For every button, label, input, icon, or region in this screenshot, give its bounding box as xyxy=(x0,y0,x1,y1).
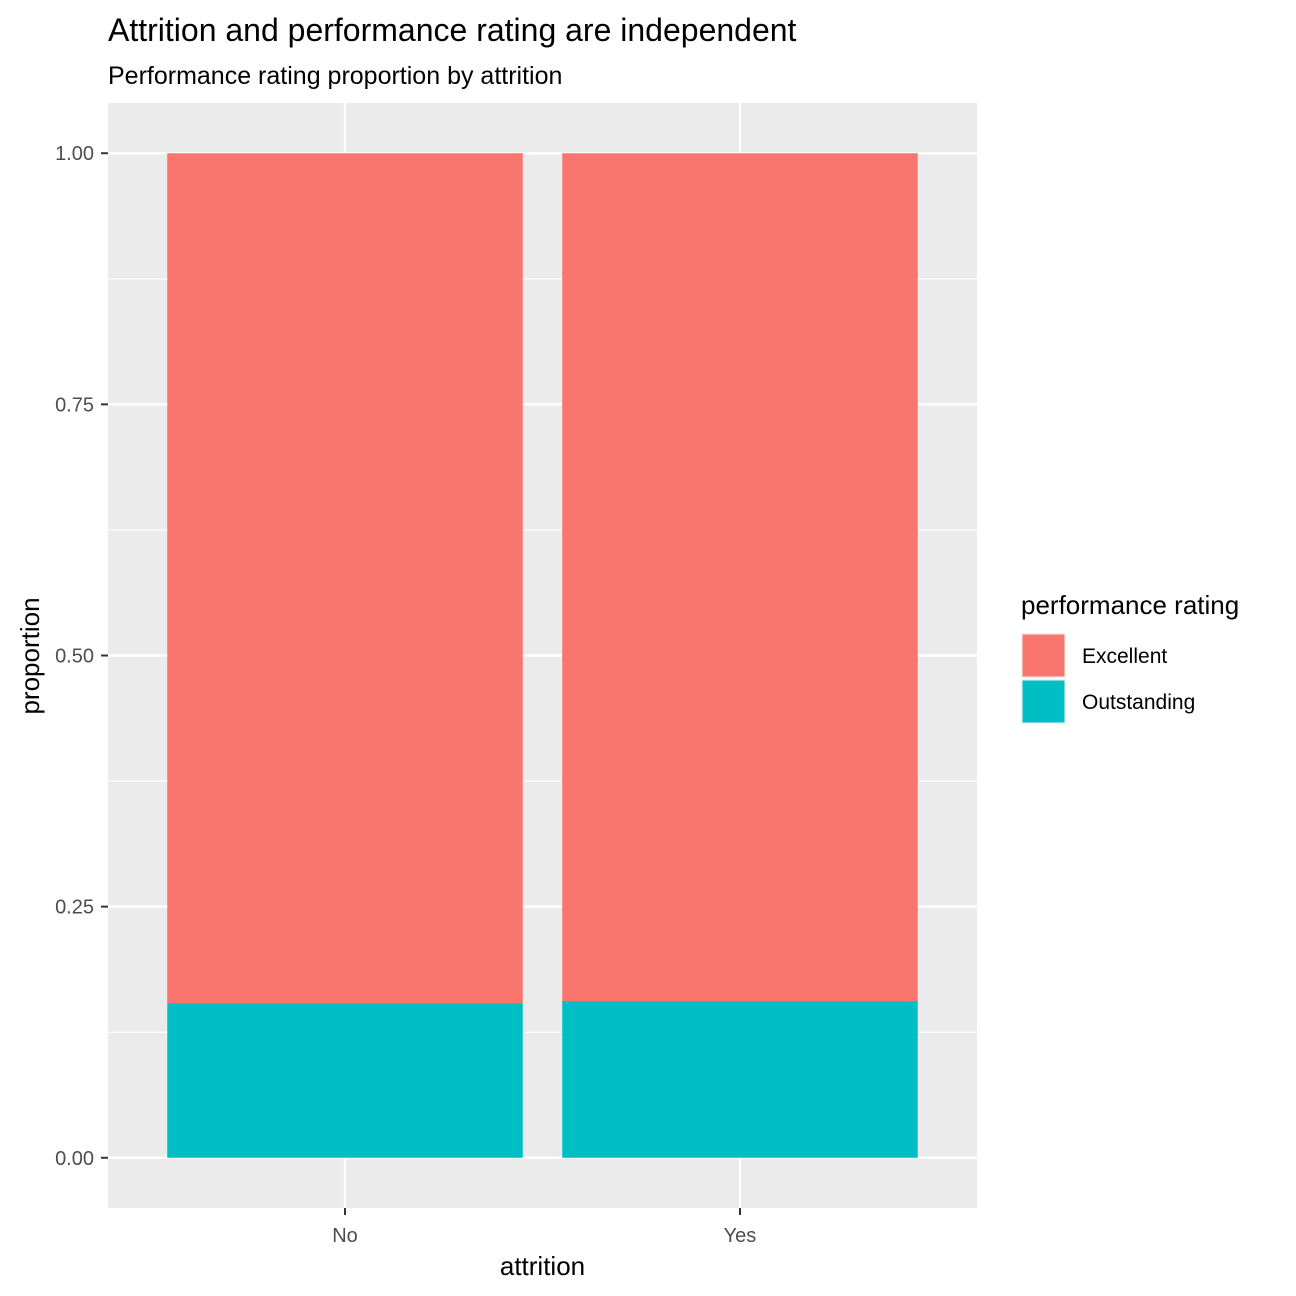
legend-swatch-outstanding xyxy=(1022,680,1065,723)
x-tick-label: No xyxy=(332,1225,358,1247)
y-tick-label: 1.00 xyxy=(55,143,94,165)
y-axis: 0.00 0.25 0.50 0.75 1.00 xyxy=(55,143,108,1170)
legend-label-excellent: Excellent xyxy=(1082,645,1167,668)
bar-outstanding-no xyxy=(167,1003,523,1158)
chart-title: Attrition and performance rating are ind… xyxy=(108,12,797,48)
chart-subtitle: Performance rating proportion by attriti… xyxy=(108,62,562,90)
x-axis: No Yes xyxy=(332,1208,756,1247)
bar-excellent-yes xyxy=(562,153,918,1002)
y-tick-label: 0.25 xyxy=(55,897,94,919)
legend-label-outstanding: Outstanding xyxy=(1082,691,1195,714)
bar-outstanding-yes xyxy=(562,1001,918,1158)
legend-swatch-excellent xyxy=(1022,634,1065,677)
bars xyxy=(167,153,918,1158)
legend: performance rating Excellent Outstanding xyxy=(1021,590,1239,724)
legend-title: performance rating xyxy=(1021,590,1239,620)
y-tick-label: 0.75 xyxy=(55,394,94,416)
y-tick-label: 0.00 xyxy=(55,1148,94,1170)
x-tick-label: Yes xyxy=(724,1225,757,1247)
bar-excellent-no xyxy=(167,153,523,1004)
y-tick-label: 0.50 xyxy=(55,646,94,668)
y-axis-title: proportion xyxy=(15,597,45,714)
x-axis-title: attrition xyxy=(500,1251,585,1281)
